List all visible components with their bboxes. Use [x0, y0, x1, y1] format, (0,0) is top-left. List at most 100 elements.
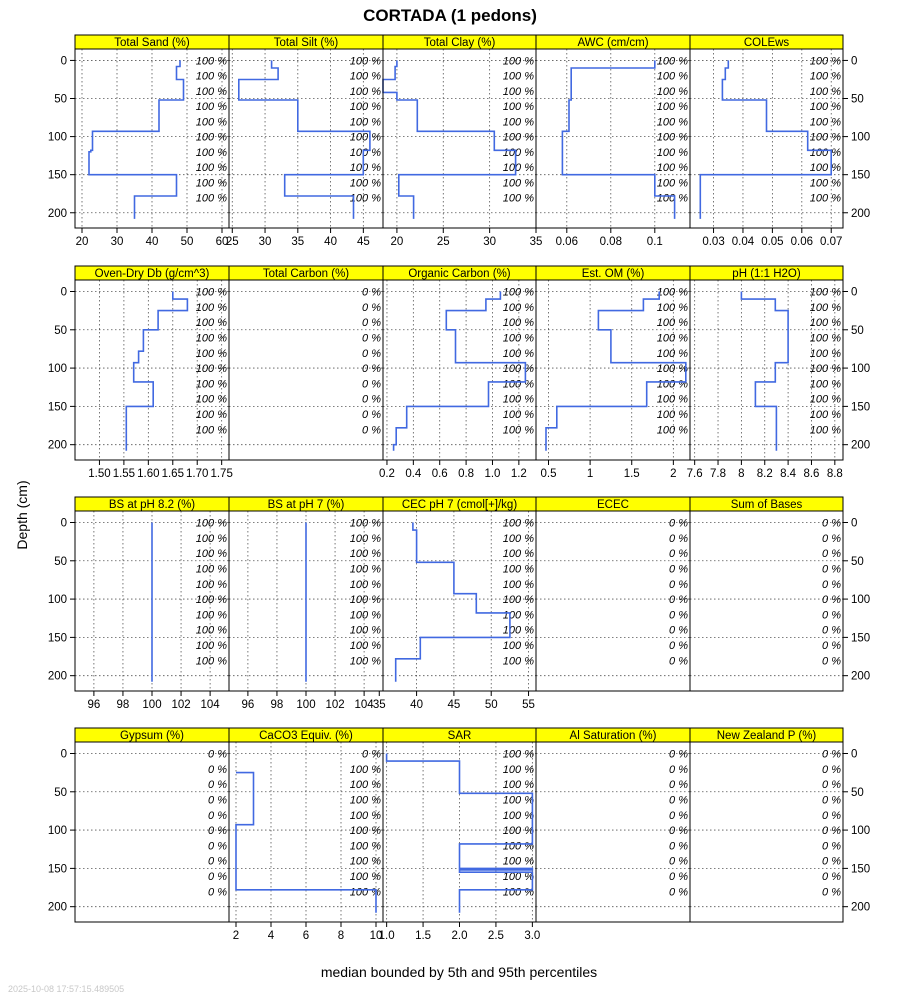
percent-label: 100 %: [503, 579, 534, 591]
x-tick-label: 0.04: [732, 236, 755, 248]
y-tick-label: 0: [61, 748, 67, 760]
percent-label: 100 %: [503, 871, 534, 883]
series-line: [394, 522, 511, 682]
percent-label: 100 %: [810, 55, 841, 67]
percent-label: 0 %: [822, 517, 841, 529]
panel-frame: [74, 741, 230, 923]
percent-label: 100 %: [503, 625, 534, 637]
y-tick-label: 50: [54, 556, 67, 568]
x-tick-label: 0.06: [556, 236, 578, 248]
panel-16: CaCO3 Equiv. (%) 0 % 100 % 100 % 100 % 100 % 1…: [228, 727, 384, 942]
panel-19: New Zealand P (%) 0 % 0 % 0 % 0 % 0 % 0 % 0 % 0 …: [689, 727, 870, 923]
percent-label: 100 %: [503, 779, 534, 791]
percent-label: 100 %: [810, 317, 841, 329]
panel-0: Total Sand (%) 100 % 100 % 100 % 100 % 100 % 1…: [48, 34, 230, 248]
y-tick-label: 50: [851, 787, 864, 799]
percent-label: 100 %: [350, 579, 381, 591]
percent-label: 100 %: [350, 856, 381, 868]
percent-label: 100 %: [196, 132, 227, 144]
percent-label: 100 %: [350, 517, 381, 529]
x-tick-label: 10: [370, 930, 383, 942]
x-tick-label: 8.2: [757, 468, 773, 480]
percent-label: 100 %: [196, 177, 227, 189]
percent-label: 100 %: [350, 625, 381, 637]
percent-label: 100 %: [503, 640, 534, 652]
percent-label: 100 %: [657, 409, 688, 421]
percent-label: 100 %: [810, 394, 841, 406]
x-tick-label: 20: [391, 236, 404, 248]
series-line: [699, 60, 833, 219]
y-tick-label: 200: [851, 440, 870, 452]
y-tick-label: 150: [851, 863, 870, 875]
y-axis-label: Depth (cm): [14, 480, 30, 549]
percent-label: 100 %: [350, 86, 381, 98]
y-tick-label: 100: [48, 132, 67, 144]
x-tick-label: 1.75: [210, 468, 232, 480]
x-tick-label: 40: [146, 236, 159, 248]
percent-label: 100 %: [196, 378, 227, 390]
percent-label: 100 %: [657, 394, 688, 406]
series-line: [88, 60, 185, 219]
percent-label: 100 %: [196, 162, 227, 174]
percent-label: 0 %: [669, 871, 688, 883]
percent-label: 100 %: [350, 794, 381, 806]
series-line: [385, 753, 534, 913]
percent-label: 100 %: [350, 55, 381, 67]
x-tick-label: 6: [303, 930, 309, 942]
percent-label: 100 %: [350, 177, 381, 189]
y-tick-label: 100: [851, 594, 870, 606]
y-tick-label: 0: [61, 286, 67, 298]
x-tick-label: 45: [357, 236, 370, 248]
percent-label: 100 %: [503, 594, 534, 606]
percent-label: 0 %: [669, 609, 688, 621]
x-tick-label: 20: [76, 236, 89, 248]
percent-label: 100 %: [503, 609, 534, 621]
y-tick-label: 150: [851, 170, 870, 182]
panel-8: Est. OM (%) 100 % 100 % 100 % 100 % 100 % 100 …: [535, 265, 691, 480]
percent-label: 100 %: [503, 424, 534, 436]
x-tick-label: 2: [233, 930, 239, 942]
x-tick-label: 0.06: [791, 236, 813, 248]
percent-label: 100 %: [503, 517, 534, 529]
x-tick-label: 35: [373, 699, 386, 711]
percent-label: 100 %: [503, 394, 534, 406]
panel-12: CEC pH 7 (cmol[+]/kg) 100 % 100 % 100 % 100 …: [373, 496, 537, 711]
percent-label: 100 %: [350, 609, 381, 621]
percent-label: 0 %: [208, 810, 227, 822]
y-tick-label: 200: [851, 671, 870, 683]
percent-label: 100 %: [810, 101, 841, 113]
percent-label: 100 %: [196, 86, 227, 98]
percent-label: 100 %: [657, 116, 688, 128]
percent-label: 0 %: [669, 594, 688, 606]
percent-label: 0 %: [362, 409, 381, 421]
x-axis-label: median bounded by 5th and 95th percentil…: [321, 964, 597, 980]
percent-label: 100 %: [196, 55, 227, 67]
percent-label: 0 %: [362, 363, 381, 375]
percent-label: 0 %: [822, 533, 841, 545]
panel-strip-label: Total Sand (%): [114, 37, 190, 49]
x-tick-label: 0.1: [647, 236, 663, 248]
percent-label: 100 %: [503, 71, 534, 83]
percent-label: 0 %: [669, 625, 688, 637]
panel-6: Total Carbon (%) 0 % 0 % 0 % 0 % 0 % 0 % 0 % 0 %…: [228, 265, 384, 461]
percent-label: 100 %: [657, 132, 688, 144]
percent-label: 0 %: [208, 871, 227, 883]
y-tick-label: 0: [61, 517, 67, 529]
series-line: [392, 291, 527, 451]
percent-label: 100 %: [350, 563, 381, 575]
series-line: [382, 60, 517, 219]
percent-label: 100 %: [657, 101, 688, 113]
percent-label: 100 %: [350, 71, 381, 83]
x-tick-label: 96: [87, 699, 100, 711]
percent-label: 0 %: [669, 840, 688, 852]
percent-label: 100 %: [810, 177, 841, 189]
percent-label: 100 %: [503, 794, 534, 806]
panel-7: Organic Carbon (%) 100 % 100 % 100 % 100 % 10…: [379, 265, 537, 480]
percent-label: 100 %: [810, 302, 841, 314]
y-tick-label: 0: [851, 748, 857, 760]
percent-label: 0 %: [669, 886, 688, 898]
x-tick-label: 8.4: [780, 468, 797, 480]
percent-label: 0 %: [822, 764, 841, 776]
percent-label: 100 %: [810, 286, 841, 298]
x-tick-label: 35: [291, 236, 304, 248]
